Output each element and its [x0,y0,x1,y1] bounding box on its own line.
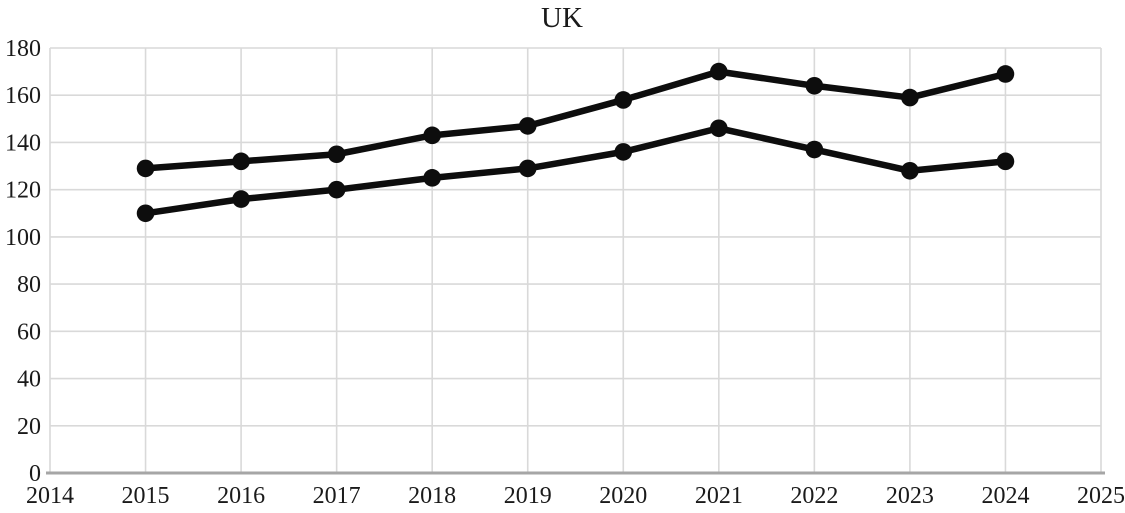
x-tick-label: 2018 [408,483,456,509]
x-tick-label: 2024 [981,483,1029,509]
lower-series-marker [614,143,633,161]
x-tick-label: 2025 [1077,483,1125,509]
x-tick-label: 2019 [504,483,552,509]
x-tick-label: 2021 [695,483,743,509]
y-tick-label: 100 [5,225,41,251]
upper-series-marker [805,76,824,95]
chart-title: UK [541,2,583,34]
y-tick-label: 160 [5,83,41,109]
upper-series-marker [136,159,155,178]
y-tick-label: 180 [5,36,41,62]
y-tick-label: 80 [17,272,41,298]
upper-series-marker [518,117,537,135]
lower-series-marker [996,152,1015,171]
lower-series-marker [327,180,346,199]
upper-series-marker [327,145,346,164]
x-tick-label: 2023 [886,483,934,509]
upper-series-marker [423,126,441,145]
lower-series-line [142,125,1009,217]
x-tick-label: 2017 [313,483,361,509]
lower-series-marker [901,161,919,180]
x-tick-label: 2015 [122,483,170,509]
data-series [136,62,1015,223]
x-tick-label: 2022 [790,483,838,509]
y-tick-label: 140 [5,130,41,156]
upper-series-marker [996,65,1015,83]
x-tick-label: 2014 [26,483,74,509]
upper-series-marker [232,152,250,171]
upper-series-marker [710,62,728,81]
y-tick-label: 60 [17,319,41,345]
lower-series-marker [136,204,155,223]
upper-series-marker [614,91,633,109]
lower-series-marker [423,169,441,187]
lower-series-marker [232,190,250,208]
y-tick-label: 0 [29,461,41,487]
lower-series-marker [518,159,537,178]
y-tick-label: 40 [17,367,41,393]
upper-series-line [142,68,1009,172]
y-tick-label: 120 [5,178,41,204]
x-tick-label: 2020 [599,483,647,509]
x-tick-label: 2016 [217,483,265,509]
y-tick-label: 20 [17,414,41,440]
gridlines [49,47,1102,473]
lower-series-marker [805,140,824,159]
axis-tick-labels: 0 20 40 60 80 100 120 140 160 180 2014 2015 2016 2017… [5,36,1125,509]
upper-series-marker [901,88,919,107]
lower-series-marker [710,119,728,138]
